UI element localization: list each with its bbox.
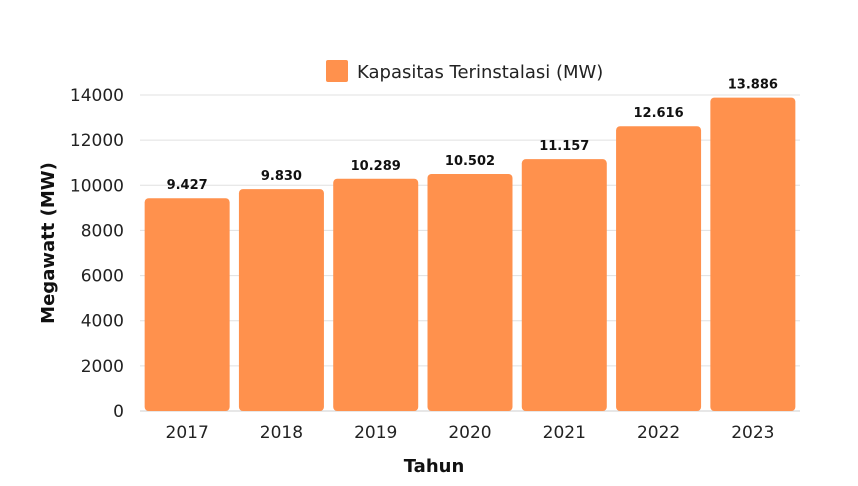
bar-2020 (427, 173, 513, 411)
y-tick-label: 14000 (70, 86, 124, 106)
x-tick-label-2020: 2020 (448, 423, 491, 443)
y-tick-label: 2000 (81, 357, 124, 377)
bars (144, 97, 796, 411)
y-axis-title: Megawatt (MW) (38, 162, 59, 324)
data-label-2023: 13.886 (728, 78, 778, 93)
legend-label: Kapasitas Terinstalasi (MW) (357, 62, 603, 83)
x-axis-title: Tahun (404, 456, 465, 477)
data-label-2019: 10.289 (351, 159, 401, 174)
x-tick-label-2017: 2017 (166, 423, 209, 443)
x-axis-ticks: 2017 2018 2019 2020 2021 2022 2023 (166, 423, 775, 443)
x-tick-label-2021: 2021 (543, 423, 586, 443)
x-tick-label-2022: 2022 (637, 423, 680, 443)
x-tick-label-2023: 2023 (731, 423, 774, 443)
data-label-2020: 10.502 (445, 154, 495, 169)
data-label-2017: 9.427 (167, 178, 208, 193)
legend-swatch (326, 60, 348, 82)
data-label-2021: 11.157 (539, 139, 589, 154)
y-tick-label: 10000 (70, 176, 124, 196)
y-tick-label: 8000 (81, 221, 124, 241)
y-tick-label: 12000 (70, 131, 124, 151)
x-tick-label-2018: 2018 (260, 423, 303, 443)
data-label-2022: 12.616 (633, 106, 683, 121)
y-tick-label: 6000 (81, 267, 124, 287)
y-tick-label: 4000 (81, 312, 124, 332)
y-tick-label: 0 (113, 402, 124, 422)
data-label-2018: 9.830 (261, 169, 302, 184)
x-tick-label-2019: 2019 (354, 423, 397, 443)
legend: Kapasitas Terinstalasi (MW) (326, 60, 603, 83)
y-axis-ticks: 0 2000 4000 6000 8000 10000 12000 14000 (70, 86, 124, 422)
bar-2018 (238, 189, 324, 411)
data-labels: 9.427 9.830 10.289 10.502 11.157 12.616 13.886 (167, 78, 778, 194)
bar-2022 (616, 126, 702, 411)
bar-2017 (144, 198, 230, 411)
bar-2021 (521, 159, 607, 411)
bar-2023 (710, 97, 796, 411)
bar-2019 (333, 178, 419, 411)
